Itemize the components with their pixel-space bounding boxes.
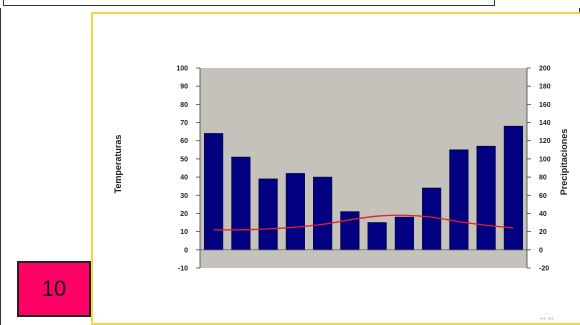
card-header-area <box>95 16 435 56</box>
left-tick-label: 90 <box>180 84 188 91</box>
left-tick-label: 100 <box>176 66 188 73</box>
right-tick-label: 180 <box>539 84 551 91</box>
temperature-bar <box>422 187 442 251</box>
axes <box>199 68 528 268</box>
y-axis-title: Temperaturas <box>113 135 123 194</box>
left-tick-label: -10 <box>178 266 188 273</box>
plot-area <box>200 68 527 268</box>
temperature-bar <box>367 222 387 251</box>
right-tick-label: 160 <box>539 102 551 109</box>
left-tick-label: 40 <box>180 175 188 182</box>
corner-mark: °° °° <box>540 317 554 324</box>
temperature-bar <box>394 216 414 251</box>
right-tick-label: 60 <box>539 193 547 200</box>
left-tick-label: 60 <box>180 138 188 145</box>
top-frame-line <box>3 0 495 6</box>
right-tick-label: 0 <box>539 247 543 254</box>
right-tick-label: 100 <box>539 156 551 163</box>
right-tick-label: 140 <box>539 120 551 127</box>
temperature-bar <box>476 145 496 251</box>
left-tick-label: 30 <box>180 193 188 200</box>
left-tick-label: 0 <box>184 247 188 254</box>
bar-series <box>204 125 523 251</box>
temperature-bar <box>258 178 278 251</box>
temperature-bar <box>313 176 333 251</box>
left-tick-label: 50 <box>180 156 188 163</box>
temperature-bar <box>204 133 224 251</box>
left-tick-label: 20 <box>180 211 188 218</box>
left-tick-label: 80 <box>180 102 188 109</box>
slide-number-badge: 10 <box>17 261 91 317</box>
right-tick-label: -20 <box>539 266 549 273</box>
left-tick-label: 70 <box>180 120 188 127</box>
temperature-bar <box>503 125 523 251</box>
right-tick-label: 20 <box>539 229 547 236</box>
right-tick-label: 120 <box>539 138 551 145</box>
right-tick-label: 80 <box>539 175 547 182</box>
temperature-bar <box>285 173 305 251</box>
right-tick-label: 200 <box>539 66 551 73</box>
y2-axis-title: Precipitaciones <box>559 129 569 196</box>
left-tick-label: 10 <box>180 229 188 236</box>
precipitation-line <box>213 214 514 231</box>
temperature-bar <box>340 211 360 251</box>
right-tick-label: 40 <box>539 211 547 218</box>
temperature-bar <box>231 156 251 251</box>
temperature-bar <box>449 149 469 251</box>
card-footer-area <box>128 284 508 322</box>
